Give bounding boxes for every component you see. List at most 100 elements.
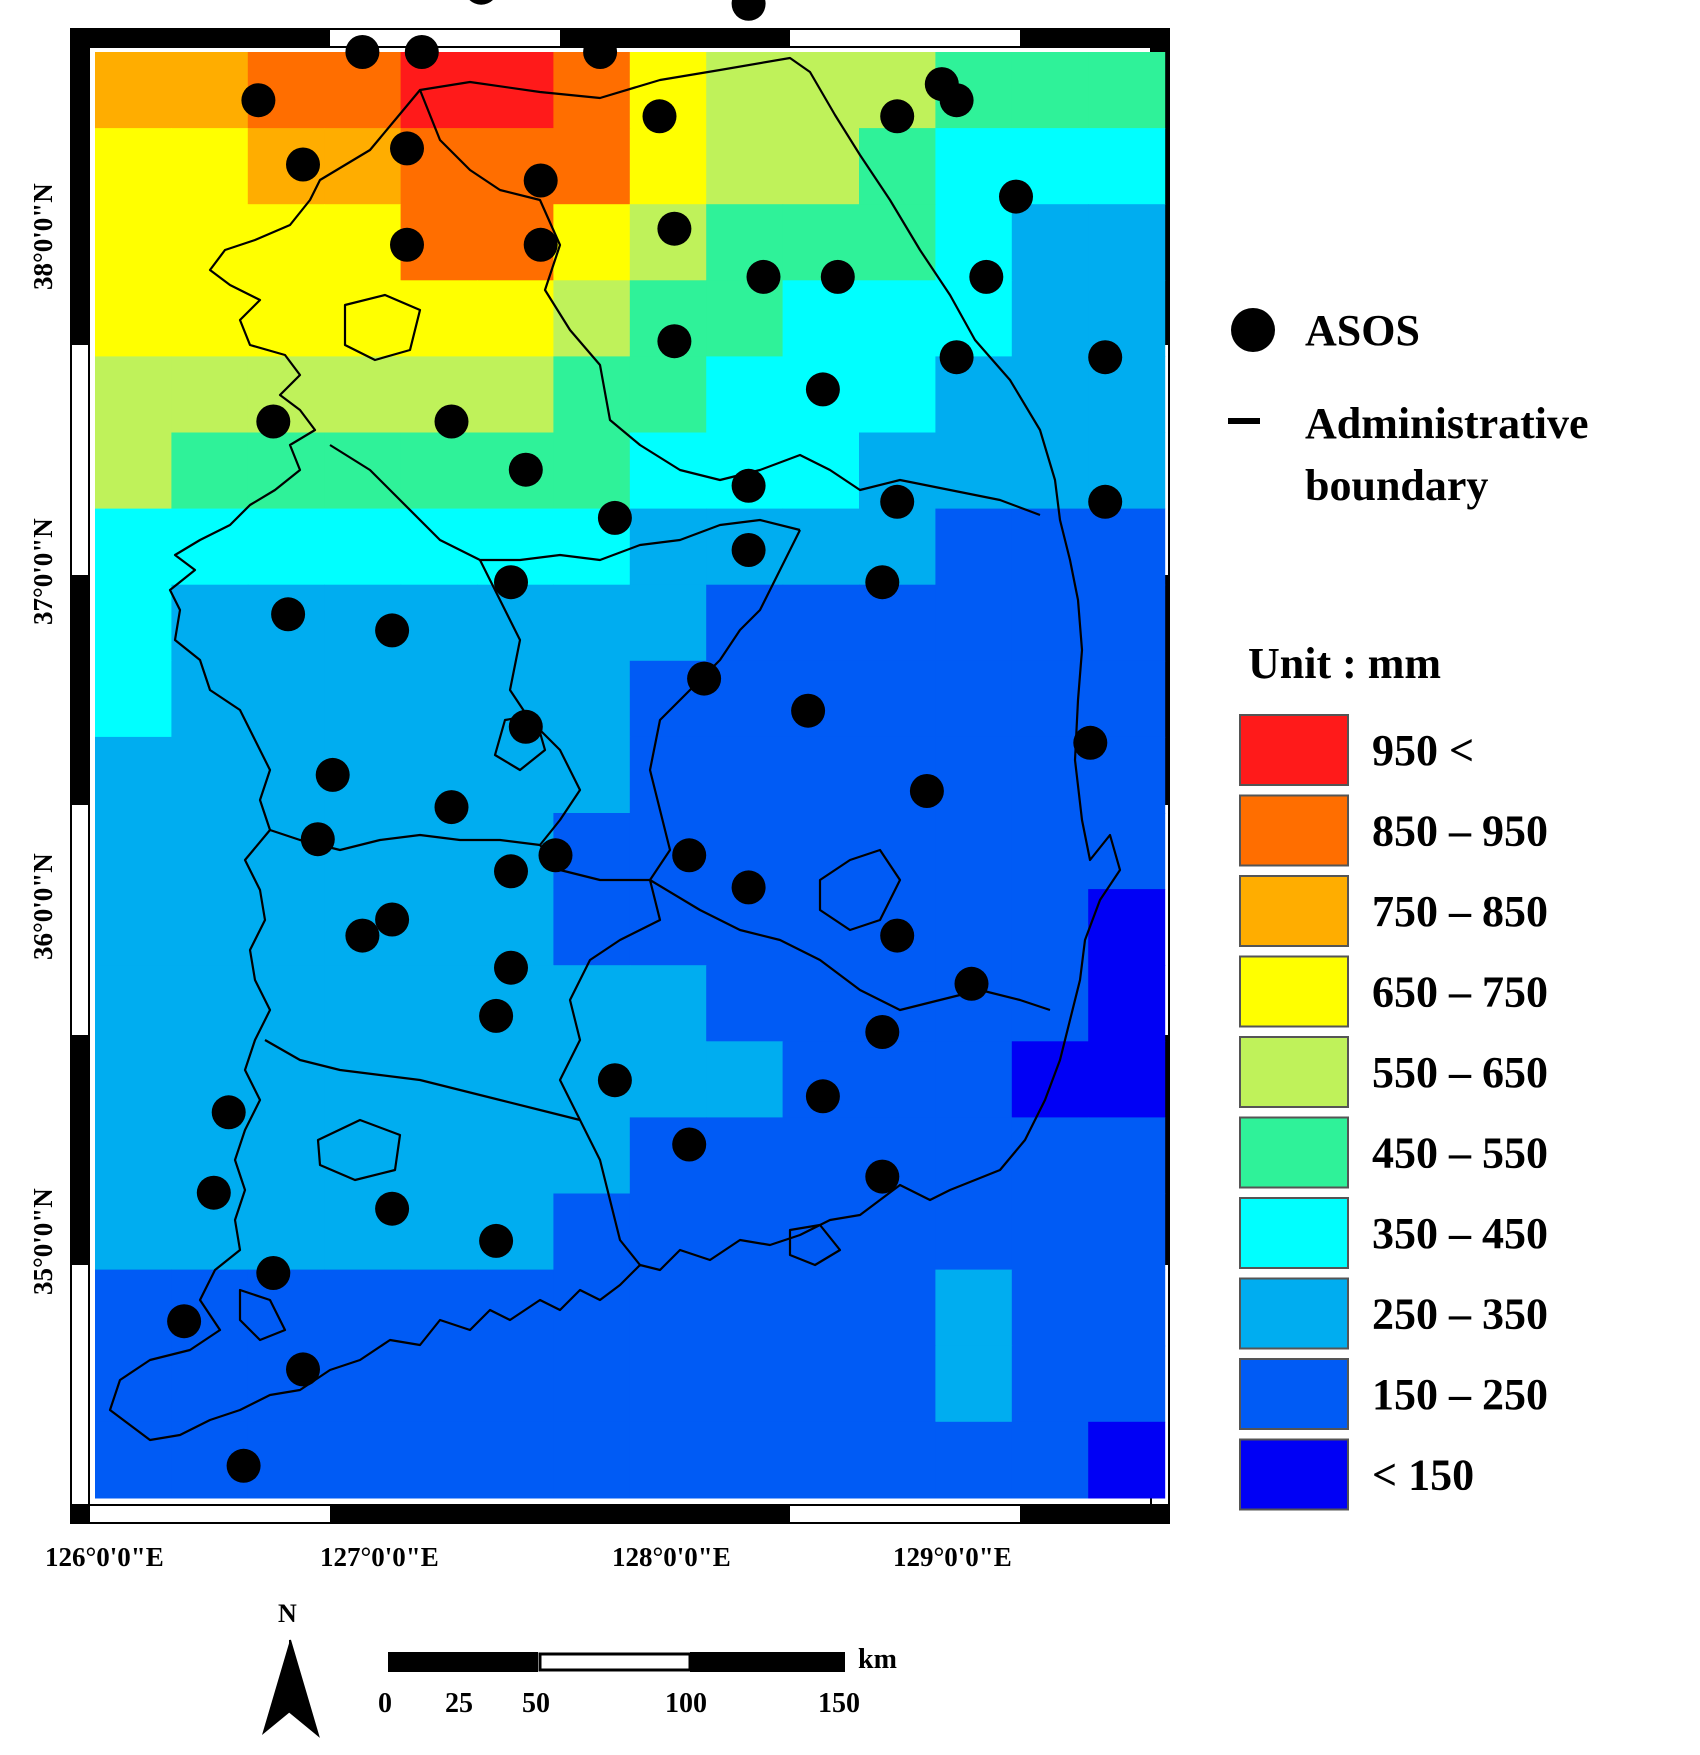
raster-cell bbox=[1088, 965, 1166, 1042]
raster-cell bbox=[247, 1117, 325, 1195]
raster-cell bbox=[629, 508, 707, 586]
raster-cell bbox=[782, 1421, 860, 1499]
scale-tick-label: 150 bbox=[818, 1688, 860, 1719]
asos-station bbox=[523, 227, 558, 262]
raster-cell bbox=[171, 1345, 249, 1423]
raster-cell bbox=[171, 204, 249, 281]
asos-station bbox=[642, 99, 677, 134]
raster-cell bbox=[859, 1193, 936, 1271]
north-label: N bbox=[278, 1599, 297, 1628]
asos-station bbox=[969, 259, 1004, 294]
asos-station bbox=[731, 870, 766, 905]
unit-label: Unit : mm bbox=[1248, 639, 1441, 688]
asos-station bbox=[583, 35, 618, 69]
scale-unit: km bbox=[858, 1644, 897, 1675]
raster-cell bbox=[706, 1193, 784, 1271]
raster-cell bbox=[859, 280, 936, 357]
scale-tick-label: 100 bbox=[665, 1688, 707, 1719]
coastline bbox=[108, 56, 1122, 1442]
raster-cell bbox=[553, 1269, 631, 1347]
legend-class-label: 550 – 650 bbox=[1372, 1048, 1548, 1097]
asos-station bbox=[286, 1352, 320, 1387]
raster-cell bbox=[629, 432, 707, 510]
asos-station bbox=[226, 1448, 261, 1483]
asos-station bbox=[211, 1095, 246, 1130]
frame-segment bbox=[90, 1506, 330, 1522]
raster-cell bbox=[400, 280, 478, 357]
raster-cell bbox=[400, 965, 478, 1042]
raster-cell bbox=[95, 1041, 172, 1118]
raster-cell bbox=[782, 1117, 860, 1195]
asos-station bbox=[404, 35, 439, 69]
asos-station bbox=[597, 500, 632, 535]
raster-cell bbox=[400, 1345, 478, 1423]
asos-station bbox=[286, 147, 320, 182]
raster-cell bbox=[171, 660, 249, 738]
legend-classes: 950 < 850 – 950 750 – 850 650 – 750 550 – 65… bbox=[1239, 714, 1548, 1511]
asos-station bbox=[538, 838, 573, 873]
asos-station bbox=[375, 902, 410, 937]
raster-cell bbox=[1011, 280, 1089, 357]
asos-station bbox=[469, 0, 493, 5]
raster-cell bbox=[706, 52, 784, 129]
raster-cell bbox=[1011, 52, 1089, 129]
frame-segment bbox=[790, 1506, 1020, 1522]
frame-segment bbox=[72, 805, 88, 1035]
raster-cell bbox=[324, 1421, 402, 1499]
raster-cell bbox=[400, 508, 478, 586]
asos-station bbox=[271, 597, 306, 632]
raster-cell bbox=[935, 889, 1013, 966]
y-tick-label: 37°0'0"N bbox=[28, 518, 58, 625]
raster-cell bbox=[171, 52, 249, 129]
asos-station bbox=[746, 259, 781, 294]
raster-cell bbox=[782, 508, 860, 586]
asos-station bbox=[865, 1159, 900, 1194]
raster-cell bbox=[859, 1269, 936, 1347]
raster-cell bbox=[629, 736, 707, 814]
asos-station bbox=[375, 613, 410, 648]
raster-cell bbox=[324, 1269, 402, 1347]
x-tick-label: 127°0'0"E bbox=[320, 1542, 439, 1572]
x-tick-label: 126°0'0"E bbox=[45, 1542, 164, 1572]
raster-cell bbox=[1088, 204, 1166, 281]
legend-class-label: < 150 bbox=[1372, 1451, 1474, 1500]
asos-station bbox=[880, 918, 915, 953]
raster-cell bbox=[95, 813, 172, 890]
asos-station bbox=[390, 227, 424, 262]
raster-cell bbox=[247, 1041, 325, 1118]
raster-cell bbox=[782, 432, 860, 510]
scale-segment bbox=[388, 1652, 538, 1672]
raster-cell bbox=[95, 508, 172, 586]
raster-cell bbox=[782, 1193, 860, 1271]
raster-cell bbox=[706, 584, 784, 662]
raster-cell bbox=[935, 1117, 1013, 1195]
raster-cell bbox=[553, 128, 631, 205]
asos-station bbox=[880, 99, 915, 134]
asos-station bbox=[909, 774, 944, 808]
raster-cell bbox=[400, 889, 478, 966]
raster-cell bbox=[324, 204, 402, 281]
raster-cell bbox=[935, 432, 1013, 510]
asos-station bbox=[731, 468, 766, 503]
asos-station bbox=[167, 1304, 202, 1339]
asos-station bbox=[999, 179, 1033, 214]
graticule-labels: 126°0'0"E 127°0'0"E 128°0'0"E 129°0'0"E … bbox=[28, 183, 1012, 1572]
y-tick-label: 35°0'0"N bbox=[28, 1188, 58, 1295]
raster-cell bbox=[95, 889, 172, 966]
raster-cell bbox=[782, 584, 860, 662]
raster-cell bbox=[782, 813, 860, 890]
raster-cell bbox=[247, 1193, 325, 1271]
raster-cell bbox=[95, 356, 172, 434]
raster-cell bbox=[706, 1041, 784, 1118]
scale-tick-label: 25 bbox=[445, 1688, 473, 1719]
asos-station bbox=[954, 966, 989, 1001]
asos-station bbox=[494, 854, 528, 889]
legend-swatch bbox=[1239, 1116, 1349, 1189]
raster-cell bbox=[247, 660, 325, 738]
raster-cell bbox=[1011, 889, 1089, 966]
raster-cell bbox=[782, 660, 860, 738]
raster-cell bbox=[1088, 1117, 1166, 1195]
raster-cell bbox=[629, 1269, 707, 1347]
raster-cell bbox=[553, 965, 631, 1042]
raster-cell bbox=[706, 736, 784, 814]
